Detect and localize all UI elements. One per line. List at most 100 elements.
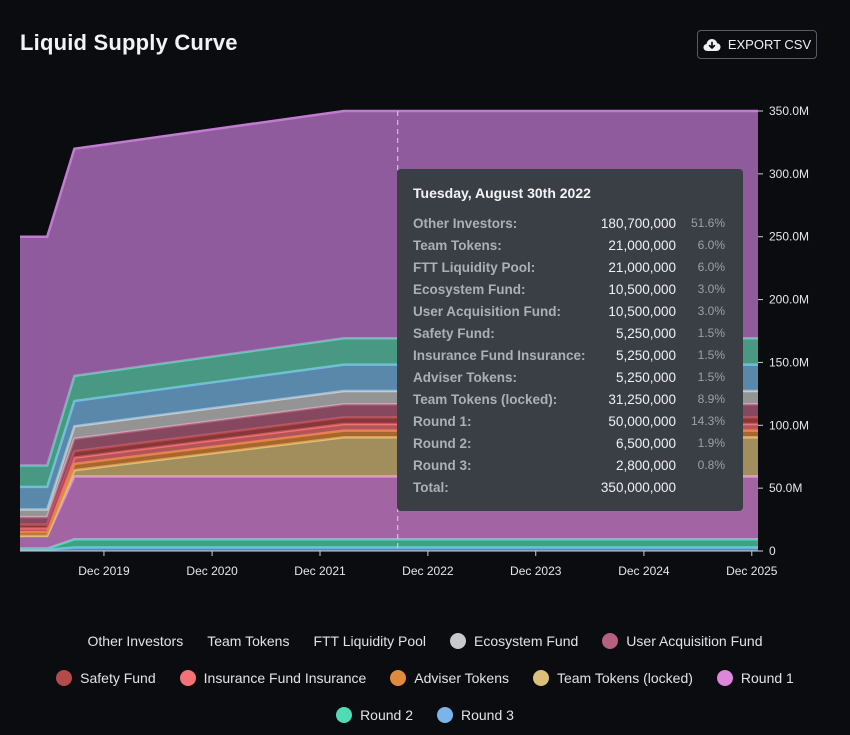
x-tick-label: Dec 2023 (510, 564, 562, 578)
tooltip-row: Insurance Fund Insurance: 5,250,000 1.5% (413, 344, 728, 366)
export-csv-label: EXPORT CSV (727, 37, 812, 52)
x-tick-label: Dec 2024 (618, 564, 670, 578)
legend-row: Other Investors Team Tokens FTT Liquidity … (0, 622, 850, 659)
tooltip-row-label: Insurance Fund Insurance: (413, 347, 586, 363)
tooltip-row-pct: 3.0% (697, 282, 725, 296)
tooltip-row-value: 6,500,000 (615, 435, 676, 451)
legend-swatch (336, 706, 353, 723)
tooltip-row-label: Safety Fund: (413, 325, 495, 341)
legend-row: Safety Fund Insurance Fund Insurance Advis… (0, 659, 850, 696)
legend-item[interactable]: Round 2 (336, 706, 413, 723)
y-tick-label: 0 (769, 544, 776, 558)
tooltip-row-pct: 1.5% (697, 370, 725, 384)
legend-row: Round 2 Round 3 (0, 696, 850, 733)
tooltip-row: Safety Fund: 5,250,000 1.5% (413, 322, 728, 344)
legend-swatch (602, 632, 619, 649)
y-tick-label: 350.0M (769, 104, 809, 118)
legend-label: FTT Liquidity Pool (313, 632, 427, 649)
tooltip-row-value: 5,250,000 (615, 347, 676, 363)
tooltip-row: FTT Liquidity Pool: 21,000,000 6.0% (413, 256, 728, 278)
legend-label: Ecosystem Fund (474, 632, 579, 649)
tooltip-row-label: Round 3: (413, 457, 472, 473)
chart-legend: Other Investors Team Tokens FTT Liquidity … (0, 622, 850, 733)
tooltip-row: Adviser Tokens: 5,250,000 1.5% (413, 366, 728, 388)
tooltip-row: Other Investors: 180,700,000 51.6% (413, 212, 728, 234)
tooltip-rows: Other Investors: 180,700,000 51.6% Team Tok… (413, 212, 728, 498)
y-tick-label: 100.0M (769, 418, 809, 432)
tooltip-row-label: Team Tokens: (413, 237, 502, 253)
legend-swatch (437, 706, 453, 723)
legend-swatch (179, 669, 196, 686)
tooltip-row-pct: 8.9% (697, 392, 725, 406)
tooltip-row-pct: 1.5% (697, 326, 725, 340)
legend-label: Insurance Fund Insurance (203, 669, 367, 686)
tooltip-row-pct: 51.6% (690, 216, 725, 230)
legend-item[interactable]: Adviser Tokens (390, 669, 509, 686)
legend-label: Round 3 (461, 706, 514, 723)
legend-label: Team Tokens (locked) (556, 669, 693, 686)
tooltip-row-label: Total: (413, 479, 449, 495)
legend-item[interactable]: Safety Fund (56, 669, 156, 686)
tooltip-row: User Acquisition Fund: 10,500,000 3.0% (413, 300, 728, 322)
y-tick-label: 200.0M (769, 293, 809, 307)
area-series-1 (20, 539, 758, 550)
tooltip-row-pct: 1.9% (697, 436, 725, 450)
tooltip-row-value: 10,500,000 (608, 281, 676, 297)
tooltip-row-value: 21,000,000 (608, 259, 676, 275)
tooltip-row-pct: 14.3% (690, 414, 725, 428)
legend-label: User Acquisition Fund (626, 632, 763, 649)
tooltip-row-value: 5,250,000 (615, 369, 676, 385)
legend-item[interactable]: Team Tokens (locked) (532, 669, 693, 686)
legend-item[interactable]: Other Investors (88, 633, 184, 649)
tooltip-row-label: User Acquisition Fund: (413, 303, 561, 319)
y-tick-label: 250.0M (769, 230, 809, 244)
tooltip-row: Team Tokens (locked): 31,250,000 8.9% (413, 388, 728, 410)
legend-label: Safety Fund (80, 669, 156, 686)
legend-item[interactable]: Round 1 (716, 669, 794, 686)
cloud-download-icon (703, 38, 721, 52)
legend-label: Round 2 (360, 706, 413, 723)
legend-label: Round 1 (740, 669, 794, 686)
tooltip-row-value: 5,250,000 (615, 325, 676, 341)
area-series-9 (20, 364, 758, 510)
y-tick-label: 300.0M (769, 167, 809, 181)
tooltip-row-label: Adviser Tokens: (413, 369, 518, 385)
x-tick-label: Dec 2020 (186, 564, 238, 578)
tooltip-row-value: 180,700,000 (600, 215, 676, 231)
chart-tooltip: Tuesday, August 30th 2022 Other Investor… (397, 169, 743, 511)
tooltip-row-pct: 6.0% (697, 260, 725, 274)
tooltip-row-value: 10,500,000 (608, 303, 676, 319)
tooltip-row-value: 2,800,000 (615, 457, 676, 473)
tooltip-row-value: 31,250,000 (608, 391, 676, 407)
tooltip-row-label: Round 1: (413, 413, 472, 429)
area-series-7 (20, 404, 758, 525)
tooltip-row-pct: 6.0% (697, 238, 725, 252)
tooltip-row-value: 350,000,000 (600, 479, 676, 495)
tooltip-row-label: Other Investors: (413, 215, 518, 231)
tooltip-row-value: 50,000,000 (608, 413, 676, 429)
series-line-11 (20, 109, 758, 238)
x-tick-label: Dec 2025 (726, 564, 778, 578)
legend-item[interactable]: Insurance Fund Insurance (179, 669, 367, 686)
tooltip-row-pct: 3.0% (697, 304, 725, 318)
tooltip-row-label: Ecosystem Fund: (413, 281, 526, 297)
tooltip-row: Ecosystem Fund: 10,500,000 3.0% (413, 278, 728, 300)
y-tick-label: 50.0M (769, 481, 802, 495)
tooltip-row-value: 21,000,000 (608, 237, 676, 253)
legend-item[interactable]: User Acquisition Fund (602, 632, 763, 649)
legend-item[interactable]: Ecosystem Fund (450, 632, 579, 649)
legend-swatch (450, 632, 467, 649)
legend-item[interactable]: Round 3 (437, 706, 514, 723)
tooltip-row: Round 3: 2,800,000 0.8% (413, 454, 728, 476)
legend-item[interactable]: FTT Liquidity Pool (313, 633, 426, 649)
legend-item[interactable]: Team Tokens (207, 633, 289, 649)
x-tick-label: Dec 2021 (294, 564, 346, 578)
tooltip-row: Round 2: 6,500,000 1.9% (413, 432, 728, 454)
legend-label: Other Investors (87, 632, 184, 649)
legend-swatch (716, 669, 733, 686)
tooltip-row: Team Tokens: 21,000,000 6.0% (413, 234, 728, 256)
x-tick-label: Dec 2022 (402, 564, 454, 578)
export-csv-button[interactable]: EXPORT CSV (697, 30, 817, 59)
tooltip-row-label: FTT Liquidity Pool: (413, 259, 536, 275)
legend-swatch (390, 669, 407, 686)
